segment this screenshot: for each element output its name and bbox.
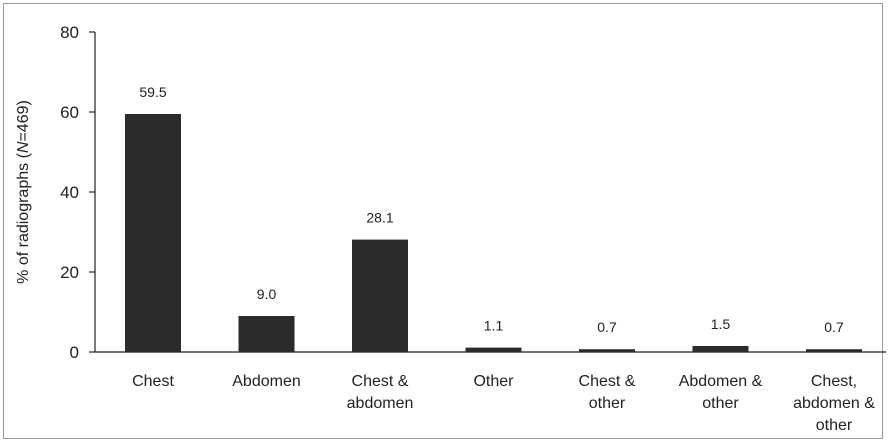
x-tick-label-line: Chest, — [811, 373, 857, 390]
x-tick-label: Other — [473, 373, 514, 390]
bar — [352, 239, 408, 352]
bar — [806, 349, 862, 352]
bar — [465, 347, 522, 352]
y-axis-title-n: N — [15, 141, 32, 153]
x-tick-label: Abdomen — [232, 373, 301, 390]
x-tick-label-line: Chest — [132, 373, 174, 390]
x-tick-label-line: Other — [473, 373, 514, 390]
x-tick-label: Abdomen & other — [679, 373, 763, 412]
x-tick-label-line: other — [589, 395, 626, 412]
x-tick-label-line: Abdomen — [232, 373, 301, 390]
data-label: 1.1 — [484, 318, 504, 334]
data-label: 0.7 — [597, 319, 617, 335]
data-label: 1.5 — [711, 316, 731, 332]
x-tick-label: Chest & other — [579, 373, 636, 412]
x-tick-label-line: Chest & — [579, 373, 636, 390]
x-tick-label: Chest, abdomen & other — [793, 373, 875, 434]
x-tick-label-line: other — [702, 395, 739, 412]
x-tick-label: Chest — [132, 373, 174, 390]
y-tick-label: 80 — [60, 23, 79, 42]
y-axis-title-prefix: % of radiographs ( — [15, 152, 32, 283]
bar — [238, 316, 295, 352]
chart-frame — [3, 3, 883, 439]
y-tick-label: 60 — [60, 103, 79, 122]
bar — [579, 349, 635, 352]
bar — [125, 114, 181, 352]
bar — [692, 346, 749, 352]
x-tick-label-line: Abdomen & — [679, 373, 763, 390]
x-tick-label: Chest & abdomen — [347, 373, 414, 412]
x-tick-label-line: abdomen — [347, 395, 414, 412]
data-label: 59.5 — [139, 84, 166, 100]
y-tick-label: 0 — [70, 343, 79, 362]
x-tick-label-line: abdomen & — [793, 395, 875, 412]
x-tick-label-line: other — [816, 417, 853, 434]
x-tick-label-line: Chest & — [352, 373, 409, 390]
data-label: 0.7 — [824, 319, 844, 335]
data-label: 28.1 — [366, 210, 393, 226]
y-axis-title-suffix: =469) — [15, 100, 32, 141]
data-label: 9.0 — [257, 286, 277, 302]
y-axis-title: % of radiographs (N=469) — [15, 100, 32, 284]
y-tick-label: 20 — [60, 263, 79, 282]
y-tick-label: 40 — [60, 183, 79, 202]
